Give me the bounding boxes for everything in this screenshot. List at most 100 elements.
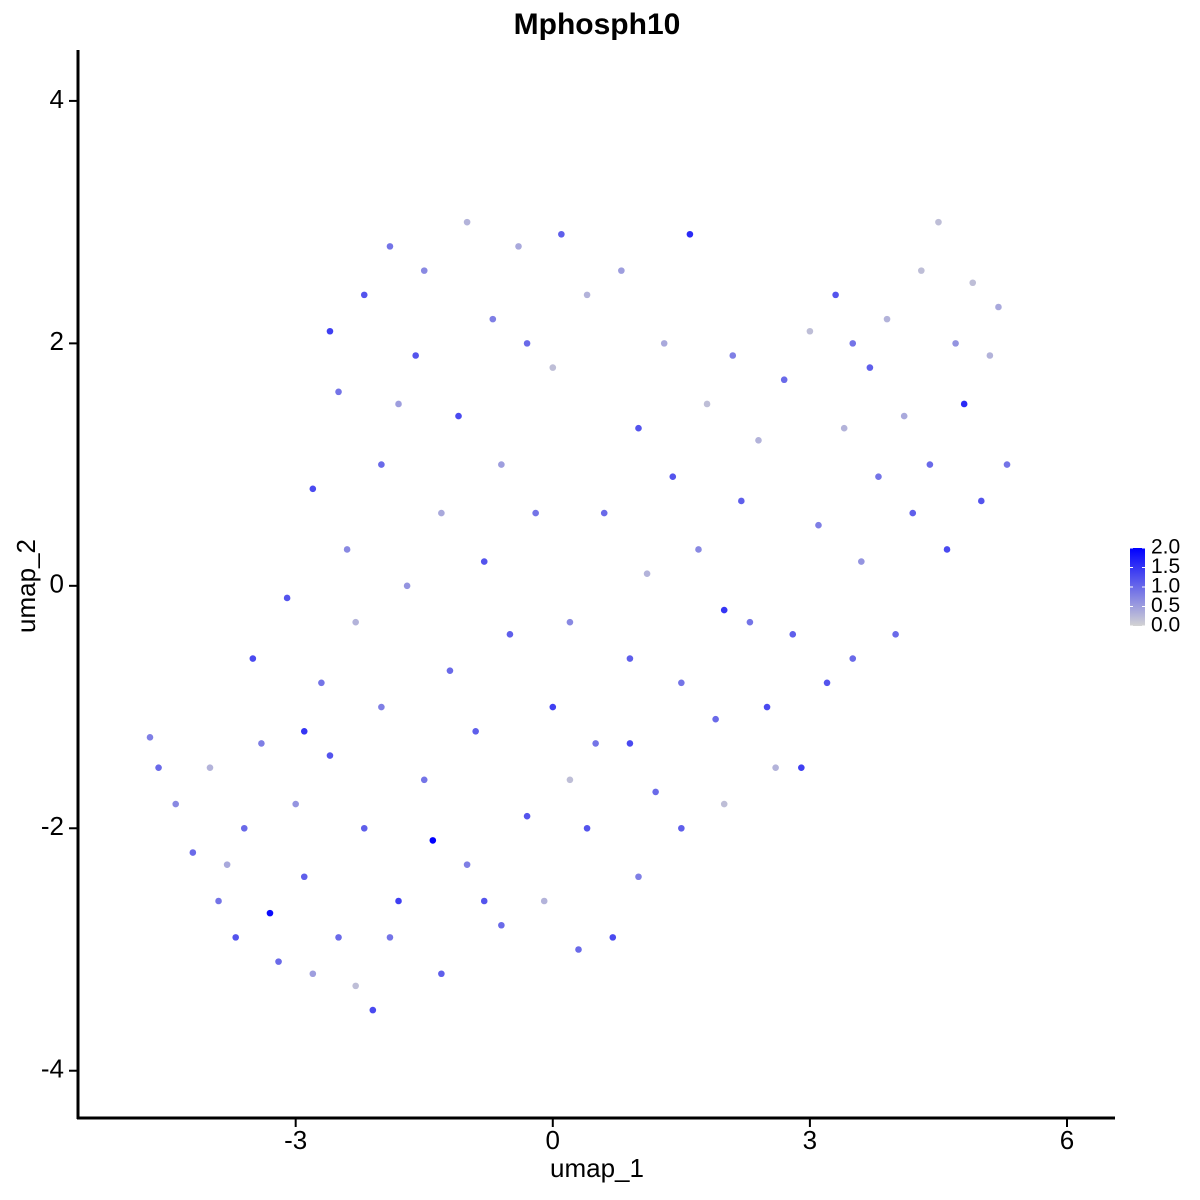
point	[643, 570, 651, 577]
y-tick-label: -4	[41, 1054, 64, 1084]
point	[780, 376, 788, 384]
x-tick-label: -3	[284, 1125, 307, 1155]
point	[249, 655, 257, 662]
colorbar-label: 2.0	[1151, 536, 1180, 559]
point	[386, 243, 394, 250]
point	[232, 934, 239, 941]
colorbar	[1130, 548, 1145, 626]
point	[472, 727, 479, 735]
point	[969, 279, 977, 287]
point	[360, 291, 368, 299]
point	[540, 897, 548, 905]
point	[772, 764, 779, 771]
point	[798, 764, 805, 771]
point	[746, 618, 754, 626]
point	[789, 631, 797, 638]
point	[918, 267, 925, 274]
point	[386, 934, 394, 941]
colorbar-label: 1.0	[1151, 575, 1180, 598]
point	[849, 655, 857, 662]
point	[978, 497, 985, 505]
point	[215, 897, 222, 905]
y-tick-label: 0	[50, 569, 64, 599]
x-axis-label: umap_1	[550, 1153, 644, 1183]
point	[326, 752, 334, 759]
point	[395, 400, 402, 408]
point	[463, 218, 471, 226]
point	[172, 800, 180, 808]
point	[318, 679, 325, 687]
point	[412, 352, 419, 359]
point	[763, 703, 771, 711]
point	[455, 412, 462, 420]
point	[626, 740, 634, 747]
point	[986, 352, 994, 359]
point	[995, 303, 1002, 311]
point	[695, 546, 702, 553]
point	[849, 340, 857, 347]
point	[738, 497, 745, 505]
point	[669, 473, 677, 481]
point	[309, 970, 317, 978]
point	[155, 764, 162, 771]
x-tick-label: 6	[1060, 1125, 1074, 1155]
y-tick-label: -2	[41, 811, 64, 841]
point	[832, 291, 839, 299]
point	[566, 776, 574, 784]
point	[900, 412, 908, 420]
point	[258, 740, 265, 747]
point	[498, 921, 505, 929]
point	[438, 509, 445, 517]
point	[652, 788, 659, 796]
point	[309, 485, 317, 493]
point	[926, 461, 934, 468]
colorbar-label: 0.0	[1151, 614, 1180, 637]
point	[463, 861, 471, 868]
point	[369, 1006, 377, 1014]
point	[883, 315, 891, 323]
point	[480, 558, 488, 565]
point	[600, 509, 608, 517]
point	[420, 776, 428, 784]
point	[549, 364, 557, 371]
point	[532, 509, 539, 517]
point	[275, 958, 282, 965]
point	[678, 679, 685, 687]
point	[575, 946, 582, 953]
point	[523, 812, 531, 820]
point	[875, 473, 882, 481]
point	[420, 267, 428, 274]
point	[866, 364, 874, 371]
point	[892, 631, 899, 638]
point	[558, 230, 565, 238]
point	[909, 509, 917, 517]
point	[712, 715, 719, 723]
point	[635, 424, 642, 432]
point	[592, 740, 599, 747]
point	[438, 970, 445, 978]
point	[549, 703, 557, 711]
point	[335, 934, 342, 941]
point	[660, 340, 668, 347]
point	[823, 679, 831, 687]
point	[352, 982, 359, 990]
point	[292, 800, 299, 808]
point	[952, 340, 959, 347]
point	[335, 388, 342, 396]
point	[343, 546, 351, 553]
point	[566, 618, 574, 626]
point	[840, 424, 848, 432]
point	[609, 934, 617, 941]
point	[300, 873, 308, 881]
point	[378, 703, 385, 711]
point	[626, 655, 634, 662]
point	[283, 594, 291, 602]
y-axis-label: umap_2	[11, 539, 41, 633]
point	[583, 291, 591, 299]
point	[146, 734, 154, 741]
point	[446, 667, 454, 674]
point	[223, 861, 231, 868]
point	[480, 897, 488, 905]
point	[618, 267, 625, 274]
point	[326, 327, 334, 335]
